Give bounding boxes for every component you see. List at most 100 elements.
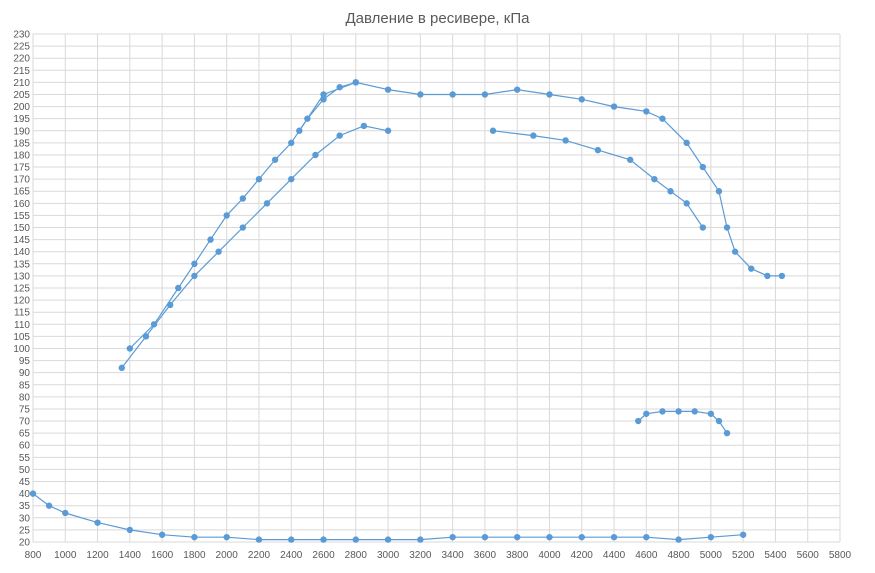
data-point [691,408,698,415]
x-tick-label: 5600 [797,550,820,561]
data-point [215,248,222,255]
y-tick-label: 45 [19,477,31,488]
data-point [384,127,392,134]
data-point [320,536,327,543]
x-tick-label: 2600 [312,550,335,561]
data-point [336,84,343,91]
data-point [449,91,456,98]
data-point [449,533,456,541]
data-point [312,151,319,159]
y-tick-label: 110 [14,320,30,331]
data-point [683,200,690,207]
data-point [715,188,723,195]
data-point [723,429,731,437]
y-tick-label: 80 [19,392,31,403]
data-point [514,86,521,93]
data-point [336,132,343,139]
y-tick-label: 230 [13,30,30,41]
data-point [675,536,682,543]
y-tick-label: 200 [13,102,30,113]
x-tick-label: 2400 [280,550,303,561]
x-tick-label: 5400 [764,550,787,561]
data-point [643,533,650,541]
y-tick-label: 20 [19,538,31,549]
x-tick-label: 2200 [248,550,271,561]
data-point [764,272,771,280]
data-point [562,137,569,144]
data-point [255,175,263,183]
y-tick-label: 55 [19,453,31,464]
data-point [699,163,707,171]
data-point [514,533,521,541]
y-tick-label: 160 [13,199,30,210]
data-point [94,519,101,526]
y-tick-label: 185 [13,138,30,149]
data-point [352,536,359,543]
data-point [320,91,327,98]
x-tick-label: 3800 [506,550,529,561]
data-point [288,139,295,147]
data-point [667,188,674,195]
data-point [635,417,642,425]
x-tick-label: 2000 [216,550,239,561]
y-tick-label: 190 [13,126,30,137]
y-tick-label: 140 [13,247,30,258]
x-tick-label: 3000 [377,550,400,561]
data-point [683,139,690,147]
y-tick-label: 75 [19,404,31,415]
y-tick-label: 40 [19,489,31,500]
y-tick-label: 120 [13,296,30,307]
data-point [643,410,650,417]
data-point [417,91,424,98]
y-tick-label: 180 [13,150,30,161]
data-point [530,132,537,139]
data-point [715,417,723,425]
y-tick-label: 85 [19,380,31,391]
y-tick-label: 220 [13,54,30,65]
data-point [62,509,69,517]
data-point [191,533,198,541]
data-point [360,122,368,130]
data-point [748,265,755,272]
x-tick-label: 4800 [667,550,690,561]
x-tick-label: 3200 [409,550,432,561]
data-point [320,96,327,103]
y-tick-label: 30 [19,513,31,524]
data-point [739,531,747,538]
y-tick-label: 195 [13,114,30,125]
data-point [659,115,666,122]
y-tick-label: 65 [19,429,31,440]
x-tick-label: 5800 [829,550,852,561]
data-point [207,236,214,243]
data-point [191,272,198,280]
data-point [45,502,53,509]
data-point [546,533,553,541]
data-point [626,156,634,163]
data-point [699,224,707,231]
data-point [223,533,230,541]
y-tick-label: 175 [13,163,30,174]
data-point [384,536,392,543]
data-point [126,345,134,352]
data-point [352,79,359,86]
x-tick-label: 4200 [571,550,594,561]
x-tick-label: 5000 [700,550,723,561]
y-tick-label: 150 [13,223,30,234]
data-point [263,200,271,207]
data-point [489,127,497,134]
y-tick-label: 95 [19,356,31,367]
series-line [32,493,744,541]
data-point [707,410,715,417]
data-point [239,195,247,202]
x-tick-label: 1400 [119,550,142,561]
y-tick-label: 125 [13,284,30,295]
data-point [578,533,585,541]
data-point [126,526,134,534]
x-tick-label: 4600 [635,550,658,561]
data-point [166,301,174,309]
y-tick-label: 215 [13,66,30,77]
y-tick-label: 90 [19,368,31,379]
data-point [304,115,311,122]
y-tick-label: 170 [13,175,30,186]
data-point [223,212,230,219]
